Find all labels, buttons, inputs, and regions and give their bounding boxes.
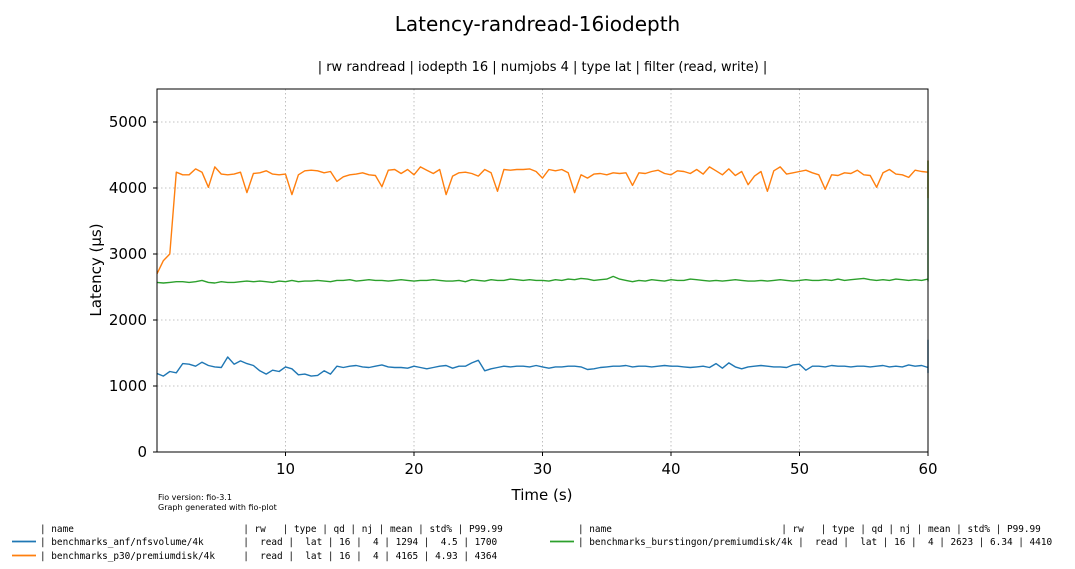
x-tick-label: 50 [790,460,809,478]
x-tick-label: 60 [918,460,937,478]
y-axis-label: Latency (µs) [87,223,105,316]
axis-ticks: 10 20 30 40 50 60 0 1000 2000 3000 4000 5000 [109,113,938,478]
chart-title: Latency-randread-16iodepth [394,12,681,36]
x-tick-label: 20 [404,460,423,478]
legend-entry: | benchmarks_p30/premiumdisk/4k | read |… [40,551,498,562]
chart-subtitle: | rw randread | iodepth 16 | numjobs 4 |… [317,60,768,75]
y-tick-label: 5000 [109,113,147,131]
legend-header: | name | rw | type | qd | nj | mean | st… [578,524,1041,535]
y-tick-label: 4000 [109,179,147,197]
x-tick-label: 30 [533,460,552,478]
fio-version-note: Fio version: fio-3.1 [158,493,232,502]
y-tick-label: 2000 [109,311,147,329]
legend-entry: | benchmarks_anf/nfsvolume/4k | read | l… [40,537,498,548]
legend: | name | rw | type | qd | nj | mean | st… [12,524,1052,562]
x-tick-label: 40 [661,460,680,478]
legend-header: | name | rw | type | qd | nj | mean | st… [40,524,503,535]
series-lines [156,160,929,377]
y-tick-label: 3000 [109,245,147,263]
generated-with-note: Graph generated with fio-plot [158,503,277,512]
legend-entry: | benchmarks_burstingon/premiumdisk/4k |… [578,537,1052,548]
x-tick-label: 10 [276,460,295,478]
grid-lines [157,89,929,452]
y-tick-label: 0 [137,443,147,461]
y-tick-label: 1000 [109,377,147,395]
x-axis-label: Time (s) [511,486,573,504]
